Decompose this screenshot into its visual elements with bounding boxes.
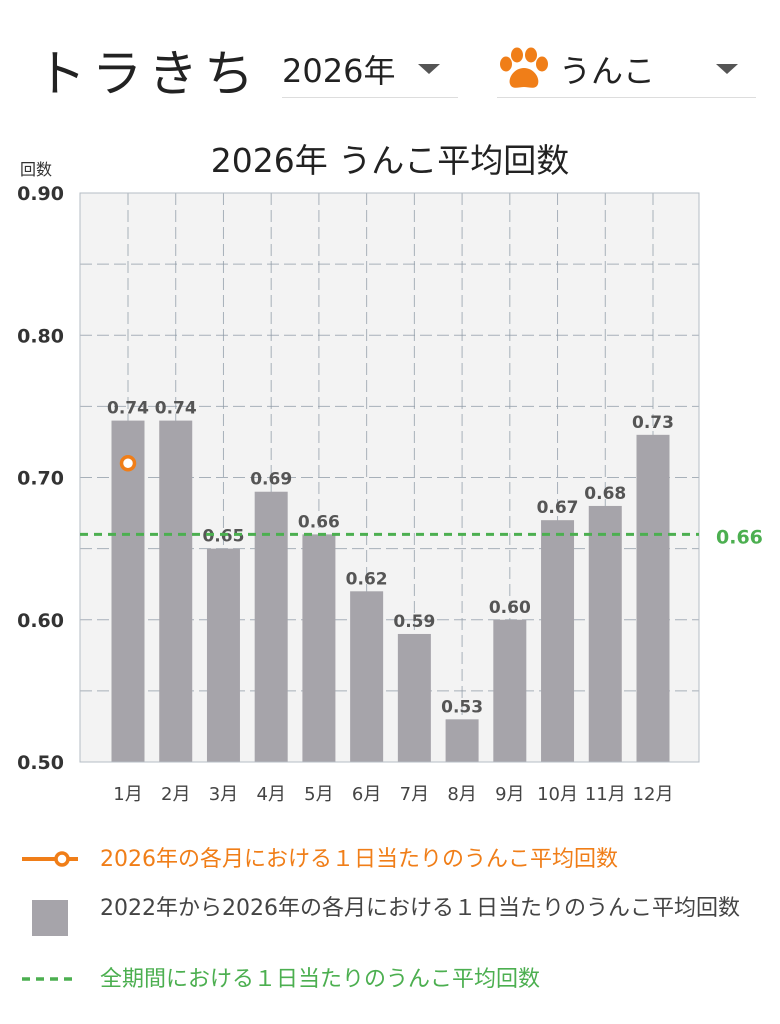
legend-item-current-year: 2026年の各月における１日当たりのうんこ平均回数	[20, 846, 750, 874]
x-tick-label: 11月	[585, 784, 626, 805]
legend-dashed-line-icon	[22, 977, 78, 981]
bar	[445, 719, 479, 762]
legend-label-overall: 全期間における１日当たりのうんこ平均回数	[100, 967, 541, 992]
bar-data-label: 0.66	[298, 512, 340, 532]
x-tick-label: 6月	[352, 784, 381, 805]
x-tick-label: 1月	[113, 784, 142, 805]
y-axis-label: 回数	[20, 160, 53, 179]
overall-average-label: 0.66	[716, 526, 763, 548]
bar-data-label: 0.69	[250, 470, 292, 490]
x-tick-label: 5月	[304, 784, 333, 805]
legend-line-marker-icon	[22, 851, 78, 867]
category-select-value: うんこ	[559, 51, 656, 90]
y-tick-label: 0.50	[17, 752, 64, 774]
bar	[541, 520, 575, 762]
bar-data-label: 0.73	[632, 413, 674, 433]
bar	[254, 491, 288, 762]
x-tick-label: 3月	[209, 784, 238, 805]
paw-icon	[500, 47, 548, 88]
chart-title: 2026年 うんこ平均回数	[210, 141, 570, 180]
bar	[111, 420, 145, 762]
bar-data-label: 0.68	[584, 484, 626, 504]
bar	[397, 633, 431, 762]
x-tick-label: 10月	[537, 784, 578, 805]
plot-border	[79, 192, 700, 763]
legend-item-overall: 全期間における１日当たりのうんこ平均回数	[20, 966, 750, 994]
bar-data-label: 0.74	[155, 399, 197, 419]
bar	[302, 534, 336, 762]
x-tick-label: 7月	[400, 784, 429, 805]
bar-data-label: 0.59	[393, 612, 435, 632]
legend-label-bars: 2022年から2026年の各月における１日当たりのうんこ平均回数	[100, 896, 740, 921]
bar	[636, 434, 670, 762]
chevron-down-icon	[418, 64, 440, 74]
y-tick-label: 0.60	[17, 610, 64, 632]
x-tick-label: 9月	[495, 784, 524, 805]
legend-label-current-year: 2026年の各月における１日当たりのうんこ平均回数	[100, 847, 618, 872]
bar	[206, 548, 240, 762]
y-tick-label: 0.80	[17, 325, 64, 347]
bar	[350, 591, 384, 762]
year-select-value: 2026年	[282, 51, 396, 90]
x-tick-label: 2月	[161, 784, 190, 805]
x-tick-label: 12月	[633, 784, 674, 805]
bar-data-label: 0.74	[107, 399, 149, 419]
chevron-down-icon	[716, 64, 738, 74]
bar	[493, 619, 527, 762]
current-year-point	[119, 455, 137, 472]
legend-bar-swatch-icon	[32, 900, 68, 936]
bar	[159, 420, 193, 762]
bar-data-label: 0.65	[202, 527, 244, 547]
legend-item-bars: 2022年から2026年の各月における１日当たりのうんこ平均回数	[20, 896, 750, 936]
app-title: トラきち	[36, 45, 260, 103]
bar-data-label: 0.60	[489, 598, 531, 618]
bar-data-label: 0.53	[441, 697, 483, 717]
y-tick-label: 0.70	[17, 468, 64, 490]
category-select[interactable]: うんこ	[497, 40, 756, 98]
x-tick-label: 4月	[256, 784, 285, 805]
bar-chart: 0.74 0.74 0.65 0.69 0.66 0.62 0.59 0.53 0.60 0.67…	[17, 183, 763, 805]
year-select[interactable]: 2026年	[282, 40, 458, 98]
bar-data-label: 0.67	[537, 498, 579, 518]
bar	[588, 505, 622, 762]
bar-data-label: 0.62	[346, 569, 388, 589]
x-tick-label: 8月	[447, 784, 476, 805]
y-tick-label: 0.90	[17, 183, 64, 205]
